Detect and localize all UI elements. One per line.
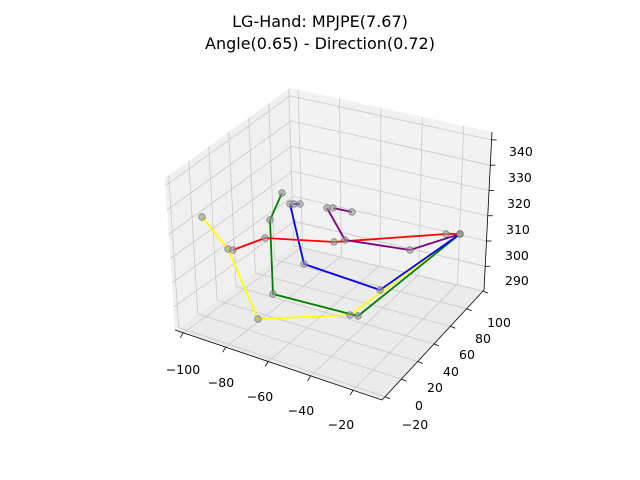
grid-line	[197, 313, 402, 380]
z-tick-label: 290	[505, 273, 529, 288]
grid-line	[339, 98, 342, 257]
joint-point	[266, 216, 274, 224]
grid-line	[188, 160, 199, 314]
y-tick-label: 100	[487, 315, 511, 330]
z-tick-label: 300	[505, 248, 529, 263]
y-tick-label: 0	[415, 398, 423, 413]
grid-line	[208, 146, 218, 301]
y-tick	[450, 325, 456, 329]
z-tick-label: 340	[509, 144, 533, 159]
joint-point	[278, 189, 286, 197]
joint-point	[323, 204, 331, 212]
z-tick-label: 330	[508, 170, 532, 185]
z-tick-label: 320	[507, 196, 531, 211]
joint-point	[229, 246, 237, 254]
series-layer	[198, 189, 464, 323]
grid-line	[290, 95, 492, 141]
z-tick-label: 310	[506, 222, 530, 237]
joint-point	[261, 234, 269, 242]
joint-point	[341, 236, 349, 244]
x-tick	[179, 332, 184, 339]
x-tick-label: −100	[166, 362, 200, 377]
joint-point	[269, 290, 277, 298]
y-tick	[401, 378, 407, 382]
joint-point	[348, 208, 356, 216]
grid-line	[291, 145, 490, 191]
x-tick-label: −80	[208, 375, 234, 390]
joint-point	[296, 200, 304, 208]
x-tick	[264, 361, 269, 367]
chart-subtitle: Angle(0.65) - Direction(0.72)	[205, 34, 435, 53]
joint-point	[329, 204, 337, 212]
axis-ticks	[179, 139, 497, 400]
x-tick	[307, 375, 311, 382]
x-tick-label: −40	[288, 403, 314, 418]
grid-line	[228, 132, 237, 287]
left-pane	[165, 88, 295, 330]
chart-title: LG-Hand: MPJPE(7.67)	[232, 12, 408, 31]
y-tick-label: 60	[459, 347, 475, 362]
y-axis-line	[381, 289, 485, 401]
grid-line	[297, 89, 303, 247]
y-tick-label: 40	[443, 364, 459, 379]
z-axis-line	[483, 131, 493, 291]
grid-line	[457, 125, 465, 284]
y-tick	[384, 396, 391, 400]
x-tick	[349, 389, 354, 396]
grid-line	[166, 120, 292, 211]
joint-point	[290, 200, 298, 208]
grid-line	[274, 259, 467, 310]
joint-point	[254, 315, 262, 323]
grid-line	[310, 274, 420, 377]
y-tick-label: −20	[402, 417, 428, 432]
grid-line	[290, 120, 491, 166]
joint-point	[330, 238, 338, 246]
y-tick-label: 80	[475, 331, 491, 346]
floor-pane	[175, 245, 484, 400]
y-tick	[466, 308, 472, 312]
grid-line	[293, 245, 484, 292]
grid-line	[170, 170, 293, 259]
grid-line	[352, 283, 458, 391]
joint-point	[198, 213, 206, 221]
grid-line	[165, 95, 291, 186]
joint-point	[376, 286, 384, 294]
joint-point	[406, 246, 414, 254]
grid-line	[168, 145, 293, 235]
grid-line	[294, 221, 486, 267]
y-tick-label: 20	[427, 380, 443, 395]
grid-line	[268, 103, 275, 260]
grid-line	[248, 117, 256, 274]
joint-point	[442, 230, 450, 238]
joint-point	[456, 230, 464, 238]
x-tick-label: −60	[247, 389, 273, 404]
x-axis-line	[174, 329, 383, 401]
grid-line	[292, 170, 488, 217]
joint-point	[346, 311, 354, 319]
y-tick	[417, 361, 423, 364]
series-line	[326, 207, 461, 251]
joint-point	[354, 312, 362, 320]
grid-line	[168, 175, 179, 328]
grid-line	[267, 264, 381, 362]
grid-line	[255, 272, 451, 327]
x-tick	[222, 346, 227, 353]
grid-line	[418, 116, 423, 275]
grid-line	[178, 327, 386, 398]
joint-point	[300, 260, 308, 268]
y-tick	[433, 343, 440, 347]
x-tick-label: −20	[328, 417, 354, 432]
grid-line	[216, 299, 418, 362]
series-line	[289, 203, 461, 291]
y-tick	[482, 290, 489, 294]
